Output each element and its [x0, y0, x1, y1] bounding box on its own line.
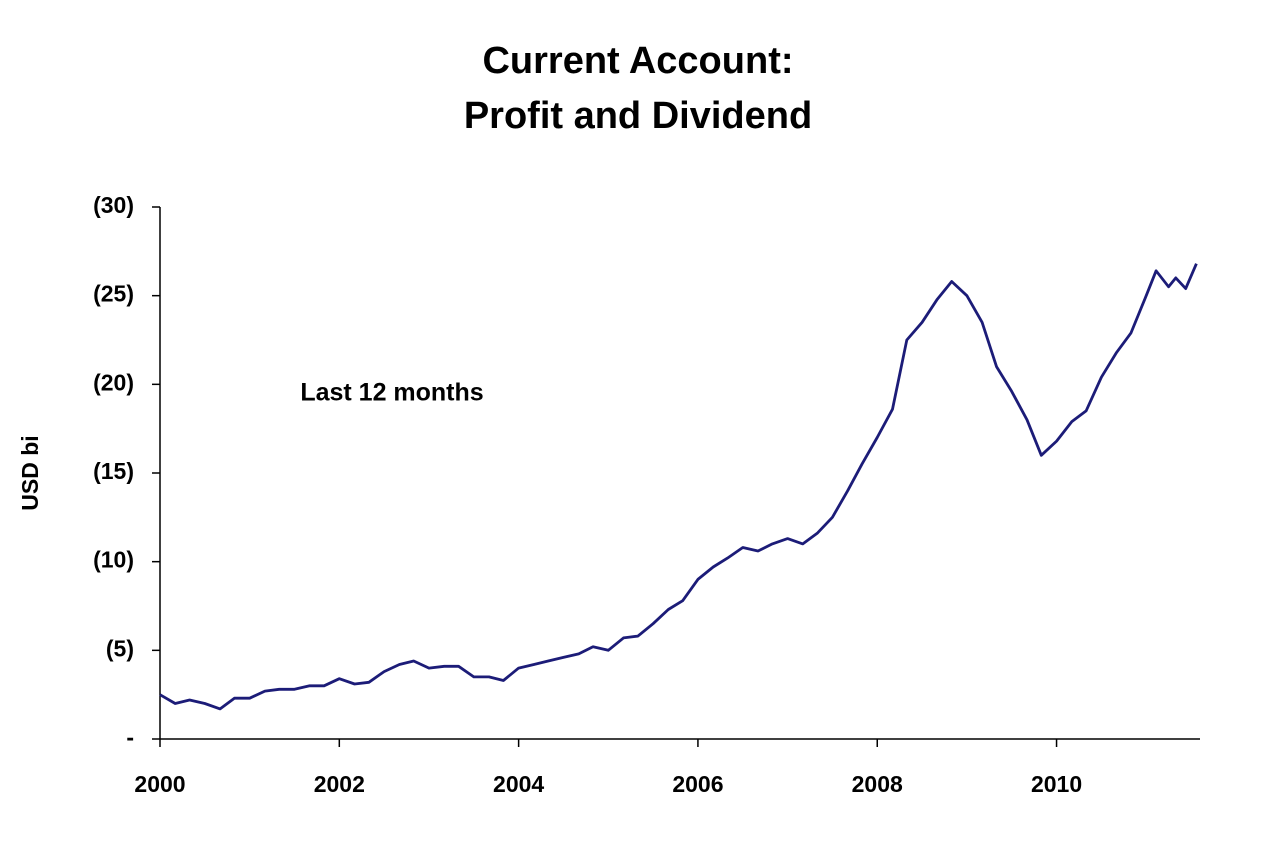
y-axis-label: USD bi [17, 435, 43, 510]
y-tick-label: (20) [93, 369, 134, 395]
y-tick-label: (15) [93, 458, 134, 484]
x-tick-label: 2010 [1031, 771, 1082, 797]
y-tick-label: - [126, 724, 134, 750]
y-tick-label: (10) [93, 547, 134, 573]
y-tick-label: (25) [93, 281, 134, 307]
annotation: Last 12 months [300, 379, 483, 407]
chart-subtitle: Profit and Dividend [464, 95, 812, 137]
x-tick-label: 2008 [852, 771, 903, 797]
x-tick-label: 2006 [672, 771, 723, 797]
chart-title: Current Account: [482, 40, 793, 82]
y-tick-label: (30) [93, 192, 134, 218]
x-tick-label: 2000 [134, 771, 185, 797]
data-line [159, 263, 1198, 711]
x-tick-label: 2002 [314, 771, 365, 797]
y-tick-label: (5) [106, 635, 134, 661]
x-tick-label: 2004 [493, 771, 544, 797]
